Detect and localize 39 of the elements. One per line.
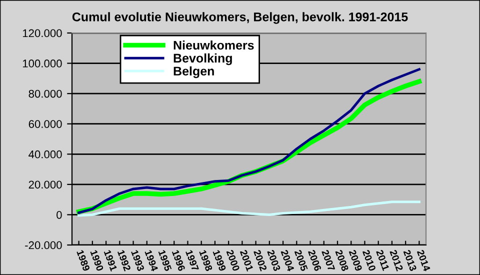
x-tick-label: 2012 [390, 249, 404, 272]
legend-label: Nieuwkomers [174, 40, 254, 50]
y-tick-label: 80.000 [28, 90, 62, 98]
x-tick-label: 1997 [185, 250, 199, 272]
x-tick-label: 1991 [104, 250, 118, 272]
x-tick-label: 2010 [362, 249, 376, 272]
x-tick-label: 1994 [144, 250, 158, 272]
x-tick-label: 1989 [76, 250, 90, 272]
x-tick-label: 1993 [131, 250, 145, 272]
x-tick-label: 1990 [90, 250, 104, 272]
line-series [78, 200, 420, 217]
x-tick-label: 2001 [240, 249, 254, 272]
x-tick-label: 2009 [348, 249, 362, 272]
x-tick-label: 2004 [280, 249, 294, 272]
x-tick-label: 2013 [403, 249, 417, 272]
x-tick-label: 1998 [199, 250, 213, 272]
chart-title: Cumul evolutie Nieuwkomers, Belgen, bevolk. 1991-2015 [72, 12, 408, 24]
y-tick-label: 100.000 [22, 60, 62, 68]
x-tick-label: 2002 [253, 249, 268, 272]
y-tick-label: 60.000 [28, 120, 62, 128]
x-tick-label: 2011 [376, 249, 390, 272]
legend-label: Bevolking [174, 53, 232, 66]
x-tick-label: 2003 [267, 249, 281, 272]
x-tick-label: 2014 [416, 249, 431, 272]
x-tick-label: 1999 [212, 250, 226, 272]
y-tick-label: 20.000 [28, 180, 62, 189]
y-tick-label: 120.000 [22, 29, 62, 38]
x-tick-label: 2007 [322, 249, 336, 272]
x-tick-label: 2005 [294, 249, 308, 272]
x-tick-label: 1992 [117, 250, 131, 272]
y-tick-label: -20.000 [25, 241, 62, 250]
legend-label: Belgen [174, 66, 214, 78]
x-tick-label: 2000 [226, 249, 240, 272]
y-tick-label: 0 [56, 210, 62, 219]
x-tick-label: 2006 [308, 249, 322, 272]
x-tick-label: 1995 [158, 250, 172, 272]
x-tick-label: 2008 [335, 249, 349, 272]
y-tick-label: 40.000 [28, 150, 62, 158]
x-tick-label: 1996 [172, 250, 186, 272]
